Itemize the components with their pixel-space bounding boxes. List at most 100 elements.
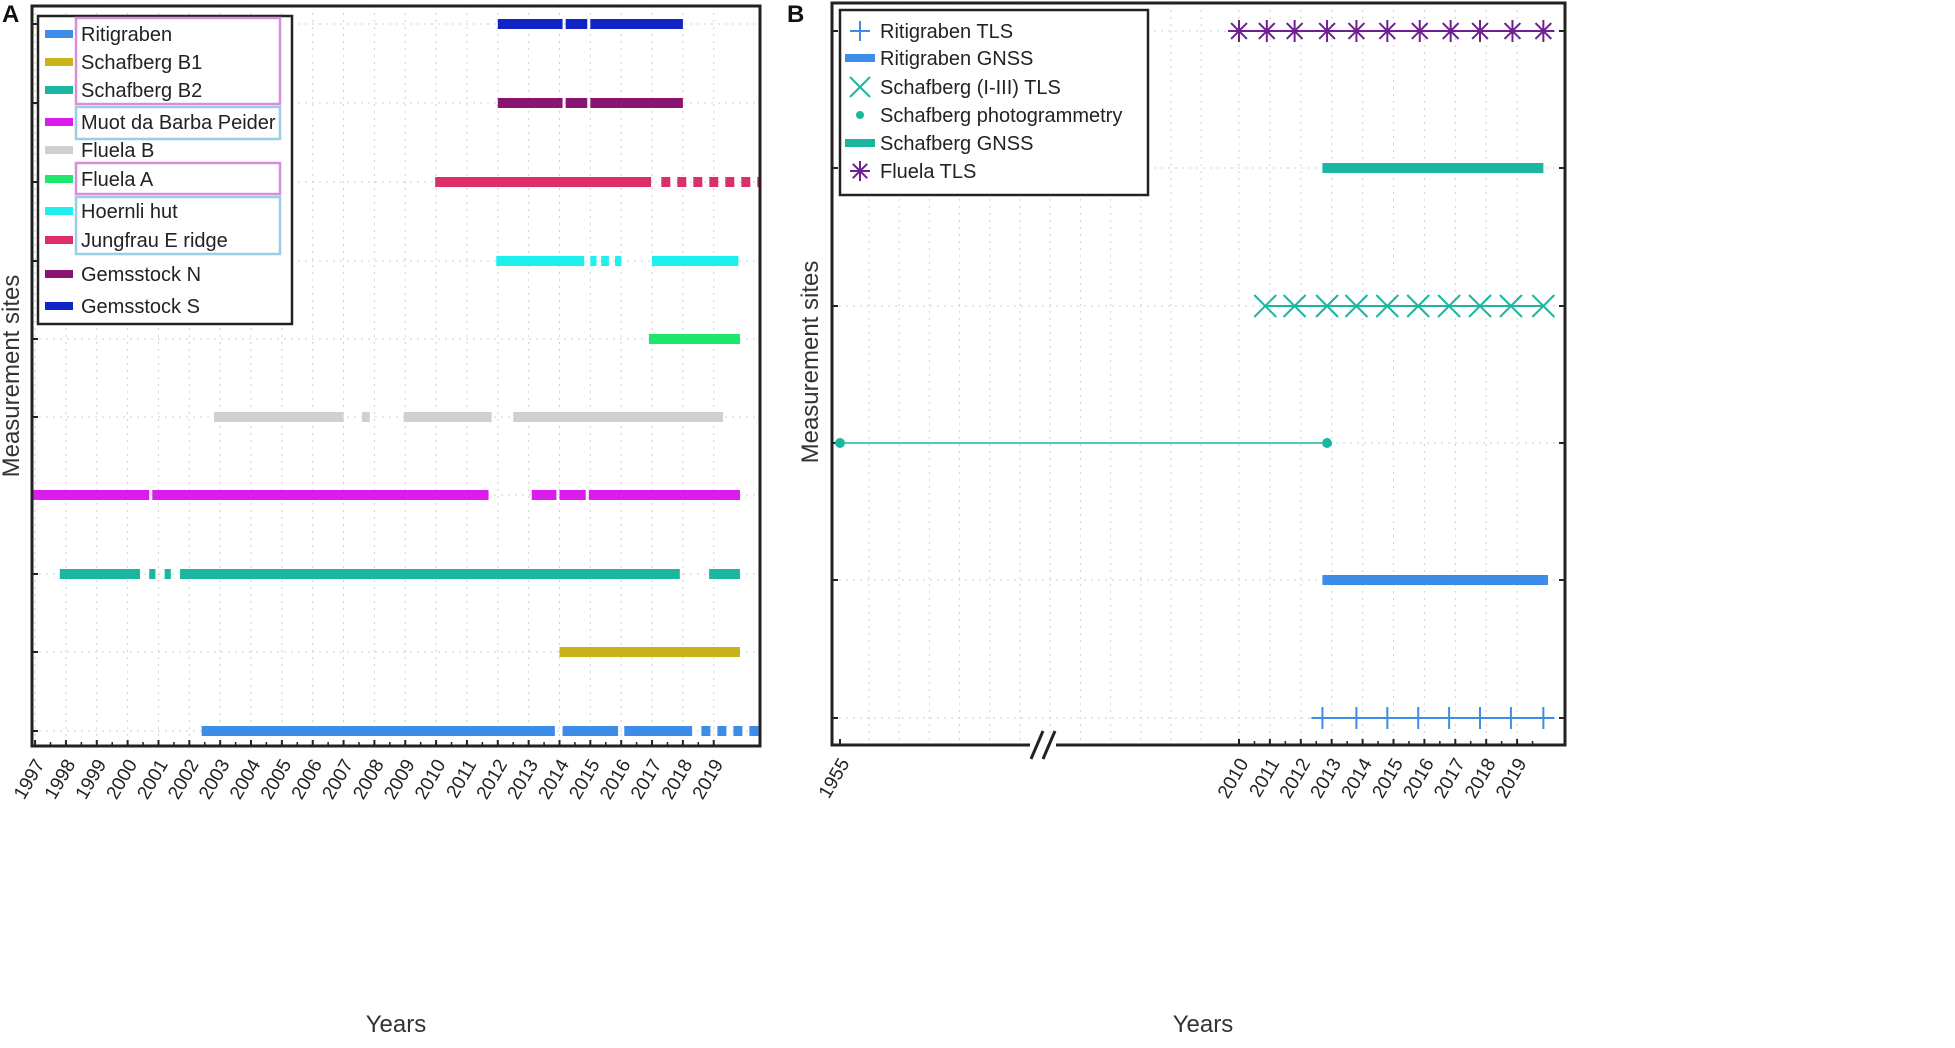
x-tick-label-2015: 2015 [565, 756, 604, 803]
legend-a-schafberg-b1-swatch [45, 58, 73, 66]
bar-gemsstock-s-0 [497, 19, 563, 29]
legend-a-fluela-b-swatch [45, 146, 73, 154]
bar-ritigraben-0 [201, 726, 555, 736]
marker-fluela-tls-0 [1228, 20, 1250, 42]
marker-schafberg-i-iii-tls-3 [1344, 294, 1369, 318]
bar-fluela-a-0 [648, 334, 740, 344]
x-tick-label-2007: 2007 [319, 756, 358, 803]
x-axis-break-slash-1 [1029, 730, 1045, 760]
legend-a-gemsstock-n-label: Gemsstock N [81, 264, 201, 286]
marker-schafberg-photogrammetry-1-dot [1322, 438, 1333, 448]
legend-a-fluela-b-label: Fluela B [81, 140, 154, 162]
marker-fluela-tls-6-d2 [1411, 22, 1429, 40]
y-axis-label-b: Measurement sites [797, 261, 824, 464]
x-tick-label-2004: 2004 [226, 756, 266, 803]
x-tick-label-2002: 2002 [164, 756, 203, 803]
marker-fluela-tls-10 [1532, 20, 1555, 42]
x-tick-label-1999: 1999 [72, 756, 111, 803]
bar-hoernli-hut-3 [615, 256, 622, 266]
x-tick-label-b-2010: 2010 [1214, 755, 1253, 802]
legend-a-group-box-3 [74, 195, 282, 256]
legend-b-schafberg-gnss-label: Schafberg GNSS [880, 133, 1033, 155]
legend-a-schafberg-b2-label: Schafberg B2 [81, 80, 202, 102]
marker-fluela-tls-3 [1316, 20, 1339, 42]
legend-a-hoernli-hut-swatch [45, 207, 73, 215]
marker-ritigraben-tls-7 [1532, 707, 1555, 729]
bar-gemsstock-s-1 [565, 19, 588, 29]
panel-label-b: B [787, 1, 804, 28]
marker-fluela-tls-5 [1376, 20, 1399, 42]
legend-b-fluela-tls-label: Fluela TLS [880, 161, 976, 183]
bar-gemsstock-n-2 [590, 98, 683, 108]
bar-schafberg-gnss-0 [1322, 163, 1544, 173]
bar-fluela-b-0 [214, 412, 344, 422]
legend-a-hoernli-hut-label: Hoernli hut [81, 201, 178, 223]
x-tick-label-2014: 2014 [534, 756, 574, 803]
legend-a-jungfrau-e-ridge-label: Jungfrau E ridge [81, 230, 228, 252]
x-axis-break-b [1029, 730, 1057, 760]
bar-muot-da-barba-peider-0 [32, 490, 150, 500]
marker-ritigraben-tls-1 [1345, 707, 1368, 729]
x-tick-label-2009: 2009 [380, 756, 419, 803]
x-axis-break-slash-2 [1041, 730, 1057, 760]
x-tick-label-b-2018: 2018 [1461, 755, 1500, 802]
legend-b-ritigraben-gnss-label: Ritigraben GNSS [880, 48, 1033, 70]
marker-schafberg-i-iii-tls-5 [1406, 294, 1430, 318]
x-tick-label-b-2012: 2012 [1276, 755, 1315, 802]
legend-a-gemsstock-s-label: Gemsstock S [81, 296, 200, 318]
legend-a-muot-da-barba-peider-swatch [45, 118, 73, 126]
y-axis-label-a: Measurement sites [0, 275, 25, 478]
marker-schafberg-i-iii-tls-2-d2 [1315, 294, 1339, 318]
bar-hoernli-hut-1 [590, 256, 597, 266]
x-tick-label-1998: 1998 [41, 756, 80, 803]
x-tick-label-b-2017: 2017 [1430, 755, 1469, 802]
legend-a-gemsstock-n-swatch [45, 270, 73, 278]
bar-muot-da-barba-peider-3 [559, 490, 586, 500]
marker-schafberg-i-iii-tls-6-d2 [1437, 294, 1461, 318]
bar-ritigraben-1 [562, 726, 619, 736]
legend-a-muot-da-barba-peider-label: Muot da Barba Peider [81, 112, 276, 134]
legend-a-schafberg-b2-swatch [45, 86, 73, 94]
bar-schafberg-b2-4 [709, 569, 740, 579]
x-tick-label-2001: 2001 [133, 756, 172, 803]
x-tick-label-2016: 2016 [596, 756, 635, 803]
panel-a: 1997199819992000200120022003200420052006… [0, 1, 762, 1038]
marker-fluela-tls-8 [1469, 20, 1492, 42]
marker-fluela-tls-9-d2 [1503, 22, 1522, 40]
legend-b-fluela-tls-swatch-d2 [852, 163, 868, 179]
marker-schafberg-i-iii-tls-6 [1437, 294, 1461, 318]
marker-fluela-tls-0-d2 [1230, 22, 1248, 40]
legend-b-fluela-tls-swatch [850, 161, 870, 181]
marker-ritigraben-tls-0 [1311, 707, 1334, 729]
bar-fluela-b-2 [403, 412, 492, 422]
x-tick-label-b-2013: 2013 [1307, 755, 1346, 802]
x-tick-label-2017: 2017 [627, 756, 666, 803]
marker-fluela-tls-2-d2 [1285, 22, 1304, 40]
bar-schafberg-b2-0 [59, 569, 140, 579]
x-tick-label-2000: 2000 [103, 756, 142, 803]
marker-ritigraben-tls-3 [1407, 707, 1430, 729]
bar-muot-da-barba-peider-2 [531, 490, 557, 500]
marker-ritigraben-tls-2 [1376, 707, 1399, 729]
bar-fluela-b-1 [362, 412, 370, 422]
marker-schafberg-photogrammetry-0-dot [835, 438, 845, 448]
legend-a-fluela-a-swatch [45, 175, 73, 183]
bar-fluela-b-3 [513, 412, 723, 422]
marker-fluela-tls-3-d2 [1318, 22, 1336, 40]
marker-schafberg-i-iii-tls-2 [1315, 294, 1339, 318]
legend-a-group-box-1 [74, 105, 282, 141]
marker-schafberg-i-iii-tls-4 [1375, 294, 1400, 318]
marker-fluela-tls-5-d2 [1378, 22, 1396, 40]
marker-fluela-tls-8-d2 [1471, 22, 1489, 40]
marker-fluela-tls-4 [1345, 20, 1368, 42]
marker-fluela-tls-4-d2 [1347, 22, 1366, 40]
marker-schafberg-i-iii-tls-1-d2 [1282, 294, 1307, 318]
x-tick-label-2018: 2018 [658, 756, 697, 803]
marker-schafberg-i-iii-tls-0-d2 [1253, 294, 1277, 318]
bar-muot-da-barba-peider-4 [588, 490, 740, 500]
legend-a-fluela-a-label: Fluela A [81, 169, 154, 191]
marker-schafberg-i-iii-tls-9 [1531, 294, 1556, 318]
x-tick-label-2005: 2005 [257, 756, 296, 803]
marker-schafberg-i-iii-tls-7 [1468, 294, 1492, 318]
x-tick-label-b-2019: 2019 [1492, 755, 1531, 802]
